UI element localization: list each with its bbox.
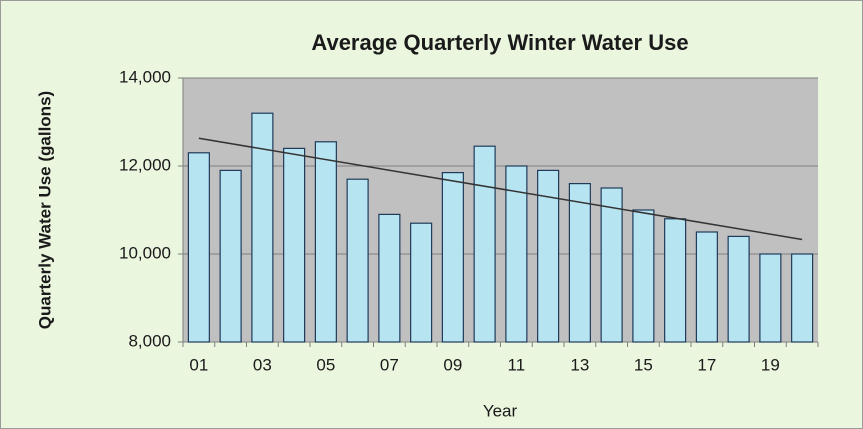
chart-title: Average Quarterly Winter Water Use bbox=[311, 30, 688, 55]
x-tick-label: 03 bbox=[253, 355, 272, 374]
x-tick-label: 09 bbox=[443, 355, 462, 374]
y-axis-title: Quarterly Water Use (gallons) bbox=[35, 91, 54, 329]
x-tick-label: 15 bbox=[634, 355, 653, 374]
bar bbox=[441, 172, 464, 343]
bar bbox=[632, 209, 655, 343]
x-tick-label: 05 bbox=[316, 355, 335, 374]
bar bbox=[473, 145, 496, 343]
x-tick-label: 13 bbox=[570, 355, 589, 374]
y-tick-label: 10,000 bbox=[119, 243, 171, 262]
x-tick-label: 17 bbox=[697, 355, 716, 374]
x-tick-label: 01 bbox=[189, 355, 208, 374]
bar bbox=[727, 235, 750, 343]
bar bbox=[600, 187, 623, 343]
bar bbox=[378, 213, 401, 343]
bar bbox=[314, 141, 337, 343]
bar bbox=[791, 253, 814, 343]
bar bbox=[759, 253, 782, 343]
bar bbox=[410, 222, 433, 343]
x-axis-title: Year bbox=[483, 401, 518, 420]
bar bbox=[664, 218, 687, 343]
bar bbox=[219, 169, 242, 343]
y-tick-label: 12,000 bbox=[119, 155, 171, 174]
y-tick-label: 14,000 bbox=[119, 67, 171, 86]
x-tick-label: 11 bbox=[508, 355, 526, 374]
bar bbox=[505, 165, 528, 343]
bar bbox=[251, 112, 274, 343]
plot-area bbox=[183, 78, 818, 342]
bar bbox=[695, 231, 718, 343]
bar bbox=[283, 147, 306, 343]
y-tick-label: 8,000 bbox=[128, 331, 171, 350]
bar bbox=[187, 152, 210, 343]
x-tick-label: 19 bbox=[761, 355, 780, 374]
trendline bbox=[198, 137, 803, 241]
bar bbox=[568, 183, 591, 343]
bar bbox=[346, 178, 369, 343]
bar bbox=[537, 169, 560, 343]
x-tick-label: 07 bbox=[380, 355, 399, 374]
